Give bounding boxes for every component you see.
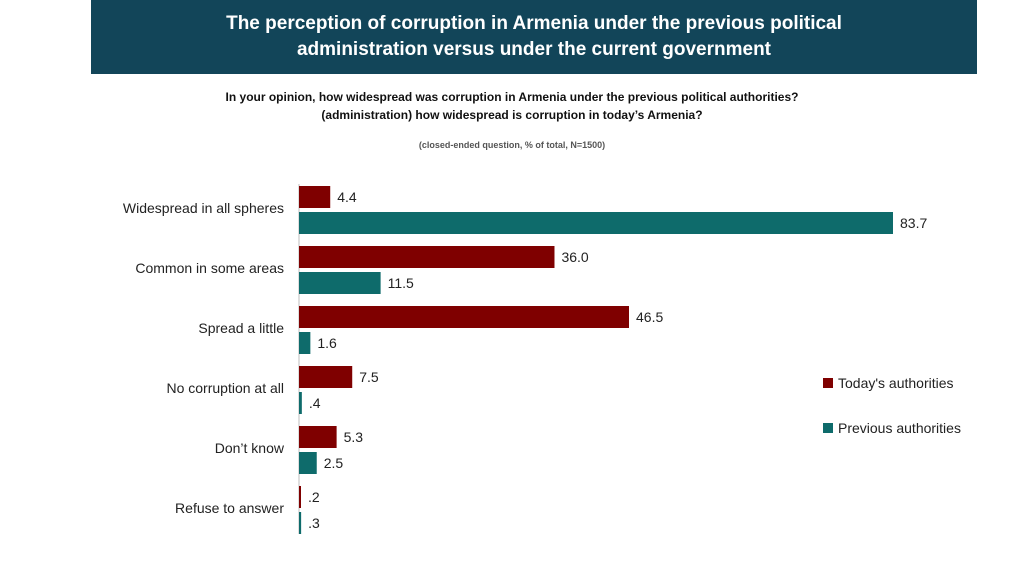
data-label: 1.6	[317, 335, 337, 351]
bar-today	[299, 366, 353, 388]
data-label: 11.5	[388, 275, 414, 291]
data-label: 36.0	[561, 249, 588, 265]
category-label: Refuse to answer	[175, 500, 284, 516]
bar-previous	[299, 212, 893, 234]
data-label: 5.3	[344, 429, 364, 445]
category-label: No corruption at all	[166, 380, 284, 396]
question-line-1: In your opinion, how widespread was corr…	[225, 90, 799, 104]
question-line-2: (administration) how widespread is corru…	[321, 108, 703, 122]
legend-swatch	[823, 378, 833, 388]
data-label: .3	[308, 515, 320, 531]
category-label: Common in some areas	[135, 260, 284, 276]
category-label: Widespread in all spheres	[123, 200, 284, 216]
bar-today	[299, 246, 555, 268]
data-label: .4	[309, 395, 321, 411]
bar-previous	[299, 452, 317, 474]
data-label: 2.5	[324, 455, 344, 471]
bar-previous	[299, 332, 311, 354]
bar-today	[299, 426, 337, 448]
data-label: 83.7	[900, 215, 927, 231]
data-label: .2	[308, 489, 320, 505]
bar-previous	[299, 392, 302, 414]
data-label: 7.5	[359, 369, 379, 385]
legend-label: Today's authorities	[838, 375, 954, 391]
bar-today	[299, 486, 301, 508]
chart-title-line-1: The perception of corruption in Armenia …	[226, 13, 842, 34]
legend-label: Previous authorities	[838, 420, 961, 436]
bar-previous	[299, 512, 302, 534]
bar-today	[299, 306, 629, 328]
category-label: Spread a little	[198, 320, 284, 336]
question-note: (closed-ended question, % of total, N=15…	[418, 140, 606, 150]
bar-previous	[299, 272, 381, 294]
data-label: 4.4	[337, 189, 357, 205]
data-label: 46.5	[636, 309, 663, 325]
category-label: Don’t know	[215, 440, 285, 456]
bar-today	[299, 186, 331, 208]
legend-swatch	[823, 423, 833, 433]
title-banner: The perception of corruption in Armenia …	[91, 0, 977, 74]
chart-title-line-2: administration versus under the current …	[296, 39, 772, 60]
